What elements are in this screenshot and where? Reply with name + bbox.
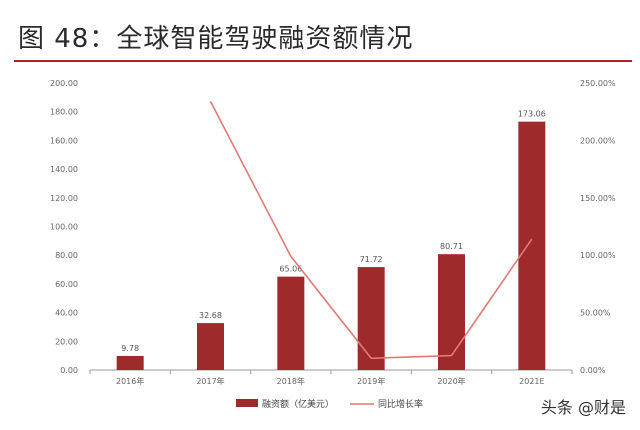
title-rule [14,60,632,62]
x-tick-label: 2020年 [437,376,465,386]
left-tick-label: 20.00 [55,337,78,346]
bar [116,355,144,370]
growth-rate-line [209,101,533,360]
left-tick-label: 80.00 [55,251,78,260]
bar-data-label: 71.72 [360,255,383,264]
watermark: 头条 @财是 [540,398,626,417]
x-tick-label: 2019年 [357,376,385,386]
x-tick-label: 2016年 [116,376,144,386]
left-tick-label: 140.00 [50,165,78,174]
bar [197,323,224,370]
bar-data-label: 32.68 [199,311,222,320]
right-tick-label: 150.00% [580,194,616,203]
bar-data-label: 80.71 [440,242,463,251]
left-tick-label: 0.00 [60,366,78,375]
right-tick-label: 100.00% [580,251,616,260]
x-tick-label: 2021E [519,377,544,386]
left-tick-label: 60.00 [55,280,78,289]
bar-data-label: 9.78 [121,344,139,353]
left-tick-label: 40.00 [55,309,78,318]
legend-bar-label: 融资额（亿美元） [262,398,334,410]
right-tick-label: 200.00% [580,136,616,145]
bar-data-label: 173.06 [518,110,546,119]
x-tick-label: 2017年 [196,376,224,386]
left-tick-label: 200.00 [50,79,78,88]
left-tick-label: 180.00 [50,108,78,117]
bar [357,267,385,370]
bar [438,254,465,370]
left-tick-label: 160.00 [50,136,78,145]
chart-title: 图 48：全球智能驾驶融资额情况 [18,24,414,54]
left-tick-label: 120.00 [50,194,78,203]
left-tick-label: 100.00 [50,223,78,232]
bar [277,276,305,370]
right-tick-label: 50.00% [580,309,611,318]
right-tick-label: 250.00% [580,79,616,88]
bar-data-label: 65.06 [279,265,302,274]
legend-line-label: 同比增长率 [378,398,423,410]
legend-bar-swatch [236,399,258,407]
x-tick-label: 2018年 [277,376,305,386]
bar [518,121,546,370]
right-tick-label: 0.00% [580,366,606,375]
